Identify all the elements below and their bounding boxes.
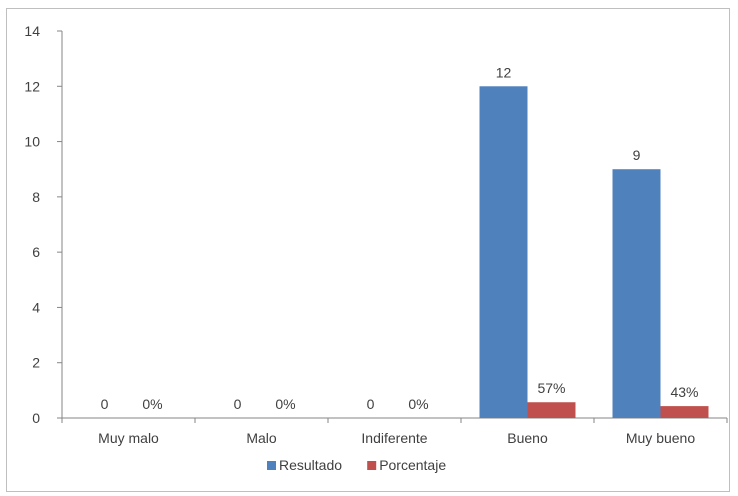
y-tick-label: 8 xyxy=(32,189,40,205)
bar-porcentaje xyxy=(527,402,576,418)
data-label: 12 xyxy=(496,64,512,80)
y-tick-label: 10 xyxy=(24,134,40,150)
legend-label-resultado: Resultado xyxy=(279,457,342,473)
data-label: 0% xyxy=(408,396,428,412)
y-tick-label: 0 xyxy=(32,410,40,426)
y-tick-label: 12 xyxy=(24,78,40,94)
legend-swatch-resultado xyxy=(267,461,276,470)
y-tick-label: 4 xyxy=(32,299,40,315)
bar-porcentaje xyxy=(660,406,709,418)
x-tick-label: Indiferente xyxy=(361,430,427,446)
data-label: 0 xyxy=(367,396,375,412)
bar-resultado xyxy=(612,169,661,418)
y-tick-label: 2 xyxy=(32,355,40,371)
x-tick-label: Malo xyxy=(246,430,277,446)
legend-label-porcentaje: Porcentaje xyxy=(379,457,446,473)
x-tick-label: Bueno xyxy=(507,430,548,446)
y-tick-label: 6 xyxy=(32,244,40,260)
data-label: 43% xyxy=(670,384,698,400)
chart-frame xyxy=(6,8,730,492)
x-tick-label: Muy malo xyxy=(98,430,159,446)
data-label: 9 xyxy=(633,147,641,163)
data-label: 0% xyxy=(142,396,162,412)
x-tick-label: Muy bueno xyxy=(626,430,695,446)
data-label: 0 xyxy=(101,396,109,412)
legend-swatch-porcentaje xyxy=(367,461,377,470)
y-tick-label: 14 xyxy=(24,23,40,39)
data-label: 57% xyxy=(537,380,565,396)
bar-resultado xyxy=(479,86,528,419)
data-label: 0 xyxy=(234,396,242,412)
data-label: 0% xyxy=(275,396,295,412)
